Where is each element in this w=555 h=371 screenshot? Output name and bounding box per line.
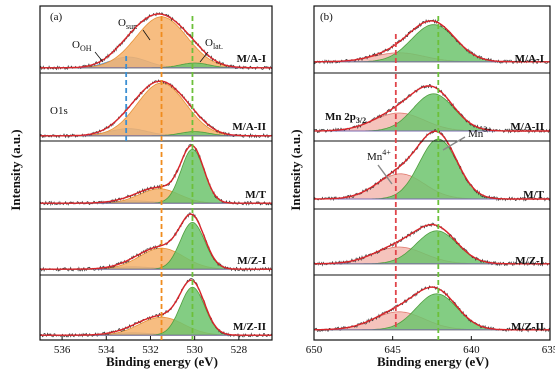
panel-b-frame <box>313 5 551 341</box>
series-label: M/A-II <box>232 121 266 133</box>
series-label: M/A-I <box>237 53 266 65</box>
panel-b-element-main: Mn 2p <box>325 111 356 123</box>
panel-a-plots <box>40 12 272 338</box>
panel-b-peak-labels: Mn4+Mn3+ <box>367 125 492 185</box>
panel-b: 650645640635 (b) Mn 2p3/2 Mn4+Mn3+ M/A-I… <box>288 5 555 369</box>
panel-a-y-axis-label: Intensity (a.u.) <box>8 129 23 210</box>
pointer-line <box>199 51 209 63</box>
peak-label-lat: Olat. <box>205 37 223 51</box>
x-tick-label: 532 <box>142 344 159 356</box>
series-3-fit-envelope <box>40 213 272 270</box>
series-0-fit-envelope <box>314 20 550 63</box>
series-0-raw-data <box>40 12 272 71</box>
x-tick-label: 534 <box>98 344 115 356</box>
panel-b-series-labels: M/A-I M/A-II M/T M/Z-I M/Z-II <box>510 53 544 333</box>
peak-label-mn3: Mn3+ <box>468 125 492 140</box>
panel-b-curves <box>314 18 550 333</box>
peak-label-main: O <box>118 17 126 29</box>
series-2-component-sur <box>40 188 272 204</box>
series-label: M/Z-I <box>515 255 544 267</box>
peak-label-sub: sur. <box>126 22 137 31</box>
panel-b-element-sub: 3/2 <box>356 116 366 125</box>
x-tick-label: 650 <box>306 344 323 356</box>
series-label: M/Z-I <box>237 255 266 267</box>
panel-a-x-axis-label: Binding energy (eV) <box>106 354 218 369</box>
panel-b-x-axis-label: Binding energy (eV) <box>377 354 489 369</box>
series-3-fit-envelope <box>314 223 550 265</box>
x-tick-label: 536 <box>54 344 71 356</box>
peak-label-main: O <box>205 37 213 49</box>
series-label: M/A-II <box>510 121 544 133</box>
pointer-line <box>94 51 104 63</box>
series-1-fit-envelope <box>40 80 272 137</box>
panel-b-label: (b) <box>320 11 333 23</box>
x-tick-label: 645 <box>384 344 401 356</box>
series-label: M/Z-II <box>233 321 266 333</box>
peak-label-main: Mn <box>468 128 484 140</box>
pointer-line <box>142 29 151 41</box>
peak-label-mn4: Mn4+ <box>367 148 391 163</box>
panel-a-frame <box>39 5 273 341</box>
panel-a-x-ticks: 536 534 532 530 528 <box>54 336 248 356</box>
series-0-fit-envelope <box>40 13 272 69</box>
panel-b-element-label: Mn 2p3/2 <box>325 111 366 125</box>
series-label: M/Z-II <box>511 321 544 333</box>
series-label: M/A-I <box>515 53 544 65</box>
peak-label-sub: OH <box>80 44 92 53</box>
peak-label-main: Mn <box>367 151 383 163</box>
x-tick-label: 640 <box>463 344 480 356</box>
peak-label-sur: Osur. <box>118 17 137 31</box>
series-2-component-Mn3 <box>314 138 550 200</box>
panel-a-border <box>39 5 273 341</box>
panel-a-curves <box>40 12 272 338</box>
peak-label-OH: OOH <box>72 39 92 53</box>
series-1-fit-envelope <box>314 85 550 132</box>
panel-b-plots <box>314 18 550 333</box>
pointer-arrow <box>442 136 466 151</box>
panel-b-x-ticks: 650 645 640 635 <box>306 336 555 356</box>
series-4-fit-envelope <box>40 279 272 336</box>
pointer-arrow <box>377 164 393 185</box>
x-tick-label: 530 <box>186 344 203 356</box>
panel-b-y-axis-label: Intensity (a.u.) <box>288 129 303 210</box>
series-4-fit-envelope <box>314 286 550 331</box>
peak-label-sub: lat. <box>213 42 223 51</box>
panel-a-label: (a) <box>50 11 63 23</box>
series-2-fit-envelope <box>40 144 272 204</box>
peak-label-sup: 4+ <box>382 148 391 157</box>
panel-b-border <box>313 5 551 341</box>
peak-label-main: O <box>72 39 80 51</box>
x-tick-label: 528 <box>231 344 248 356</box>
series-2-fit-envelope <box>314 130 550 200</box>
x-tick-label: 635 <box>542 344 555 356</box>
peak-label-sup: 3+ <box>483 125 492 134</box>
panel-a-series-labels: M/A-I M/A-II M/T M/Z-I M/Z-II <box>232 53 266 333</box>
series-label: M/T <box>245 189 266 201</box>
series-label: M/T <box>523 189 544 201</box>
panel-a-element-label: O1s <box>50 105 68 117</box>
